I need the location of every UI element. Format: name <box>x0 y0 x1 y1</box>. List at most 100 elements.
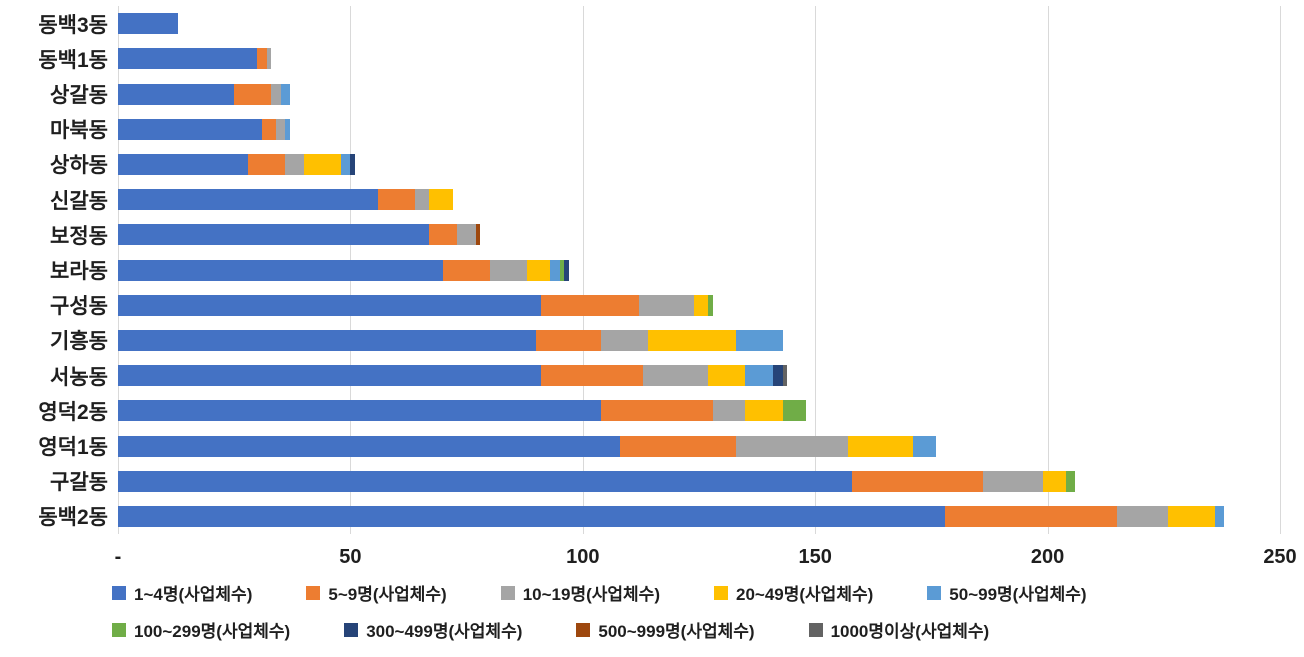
legend-item: 300~499명(사업체수) <box>344 617 522 642</box>
bar-row <box>118 217 1280 252</box>
bar-rows <box>118 6 1280 534</box>
legend-swatch-icon <box>500 585 515 600</box>
legend-item: 1000명이상(사업체수) <box>808 617 989 642</box>
bar-segment <box>257 48 267 70</box>
bar-segment <box>475 224 481 246</box>
bar-stack <box>118 470 1076 492</box>
legend-label: 50~99명(사업체수) <box>949 585 1087 604</box>
category-label: 영덕2동 <box>38 400 108 424</box>
legend-swatch-icon <box>344 622 359 637</box>
bar-segment <box>118 329 537 351</box>
legend-label: 100~299명(사업체수) <box>134 622 291 641</box>
bar-segment <box>271 83 281 105</box>
bar-segment <box>1066 470 1076 492</box>
y-axis-category-labels: 동백3동 동백1동 상갈동 마북동 상하동 신갈동 보정동 보라동 구성동 기흥동 서농동 영덕2동 영… <box>8 6 118 534</box>
gridline <box>582 6 584 534</box>
plot-area <box>118 6 1281 534</box>
bar-segment <box>619 435 737 457</box>
category-label: 동백3동 <box>38 13 108 37</box>
bar-segment <box>847 435 913 457</box>
bar-stack <box>118 259 569 281</box>
category-label: 영덕1동 <box>38 436 108 460</box>
category-label: 동백1동 <box>38 48 108 72</box>
bar-row <box>118 6 1280 41</box>
bar-segment <box>945 505 1118 527</box>
bar-segment <box>234 83 272 105</box>
bar-row <box>118 112 1280 147</box>
legend-label: 10~19명(사업체수) <box>522 585 660 604</box>
bar-segment <box>429 224 458 246</box>
bar-stack <box>118 118 290 140</box>
bar-segment <box>118 13 179 35</box>
bar-segment <box>118 365 541 387</box>
bar-segment <box>712 400 746 422</box>
legend-swatch-icon <box>927 585 942 600</box>
bar-segment <box>276 118 286 140</box>
category-label: 구갈동 <box>50 471 108 495</box>
bar-stack <box>118 189 453 211</box>
bar-segment <box>457 224 476 246</box>
bar-stack <box>118 48 272 70</box>
bar-segment <box>1042 470 1067 492</box>
bar-segment <box>285 118 290 140</box>
plot-region: 동백3동 동백1동 상갈동 마북동 상하동 신갈동 보정동 보라동 구성동 기흥동 서농동 영덕2동 영… <box>8 6 1281 534</box>
bar-segment <box>378 189 416 211</box>
bar-row <box>118 288 1280 323</box>
legend-item: 1~4명(사업체수) <box>112 580 252 605</box>
bar-segment <box>647 329 737 351</box>
bar-segment <box>782 400 806 422</box>
gridline <box>815 6 817 534</box>
category-label: 기흥동 <box>50 330 108 354</box>
bar-segment <box>341 153 351 175</box>
bar-segment <box>638 294 695 316</box>
x-axis-tick-label: 100 <box>566 546 600 568</box>
bar-stack <box>118 83 290 105</box>
bar-segment <box>736 329 783 351</box>
bar-segment <box>745 365 774 387</box>
category-label: 구성동 <box>50 295 108 319</box>
legend-item: 50~99명(사업체수) <box>927 580 1087 605</box>
bar-segment <box>536 329 602 351</box>
bar-segment <box>443 259 490 281</box>
gridline <box>1047 6 1049 534</box>
bar-row <box>118 76 1280 111</box>
bar-stack <box>118 224 481 246</box>
bar-row <box>118 252 1280 287</box>
bar-stack <box>118 13 179 35</box>
bar-stack <box>118 435 936 457</box>
bar-stack <box>118 400 806 422</box>
bar-segment <box>118 259 444 281</box>
bar-segment <box>540 365 644 387</box>
bar-segment <box>118 505 946 527</box>
bar-segment <box>248 153 286 175</box>
bar-segment <box>1168 505 1215 527</box>
bar-segment <box>350 153 355 175</box>
legend-swatch-icon <box>714 585 728 600</box>
legend-swatch-icon <box>112 585 126 600</box>
legend-swatch-icon <box>808 622 823 637</box>
category-label: 신갈동 <box>50 189 108 213</box>
legend-item: 100~299명(사업체수) <box>112 617 290 642</box>
legend-label: 20~49명(사업체수) <box>736 585 874 604</box>
bar-segment <box>559 259 565 281</box>
category-label: 마북동 <box>50 119 108 143</box>
bar-segment <box>736 435 848 457</box>
bar-row <box>118 428 1280 463</box>
legend-item: 5~9명(사업체수) <box>306 580 447 605</box>
bar-stack <box>118 365 788 387</box>
bar-segment <box>118 118 263 140</box>
bar-segment <box>982 470 1043 492</box>
bar-stack <box>118 505 1225 527</box>
legend-item: 10~19명(사업체수) <box>500 580 660 605</box>
x-axis-tick-label: 150 <box>798 546 832 568</box>
category-label: 동백2동 <box>38 506 108 530</box>
x-axis: - 50 100 150 200 250 <box>115 534 1297 578</box>
bar-segment <box>118 400 602 422</box>
bar-segment <box>280 83 290 105</box>
bar-segment <box>564 259 569 281</box>
gridline <box>1280 6 1281 534</box>
bar-segment <box>550 259 560 281</box>
bar-segment <box>540 294 639 316</box>
x-axis-tick-label: 250 <box>1263 546 1297 568</box>
